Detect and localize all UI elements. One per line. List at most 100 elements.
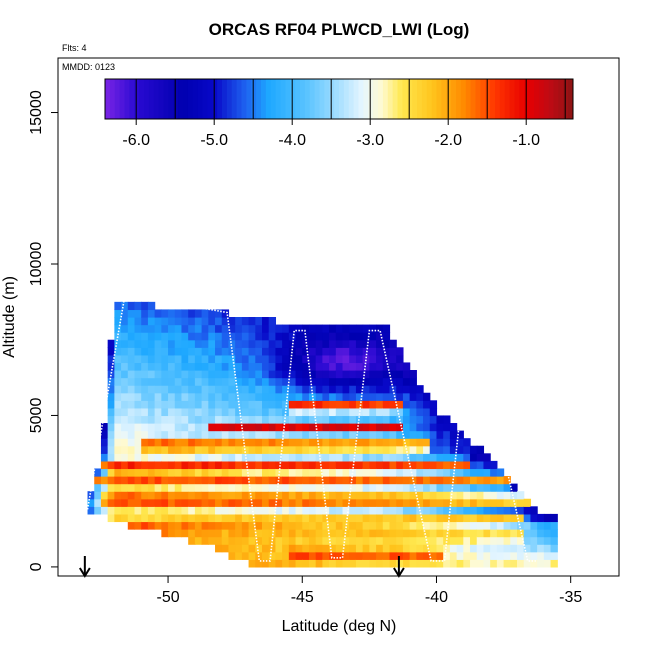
heatmap-cell [134, 513, 142, 523]
heatmap-cell [241, 529, 250, 538]
heatmap-cell [188, 438, 196, 447]
heatmap-cell [235, 513, 243, 523]
heatmap-cell [295, 430, 303, 439]
heatmap-cell [168, 498, 176, 507]
heatmap-cell [121, 460, 129, 470]
heatmap-cell [396, 476, 404, 485]
heatmap-cell [355, 377, 364, 386]
heatmap-cell [194, 430, 203, 439]
heatmap-cell [409, 460, 417, 470]
heatmap-cell [188, 506, 196, 515]
heatmap-cell [114, 339, 122, 348]
heatmap-cell [396, 400, 404, 409]
heatmap-cell [315, 400, 323, 409]
heatmap-cell [114, 362, 122, 371]
heatmap-cell [248, 506, 256, 515]
heatmap-cell [423, 400, 431, 409]
heatmap-cell [235, 476, 243, 485]
heatmap-cell [262, 415, 270, 424]
heatmap-cell [194, 468, 203, 477]
heatmap-cell [174, 513, 183, 523]
heatmap-cell [476, 513, 485, 523]
heatmap-cell [349, 445, 357, 454]
heatmap-cell [483, 506, 491, 515]
heatmap-cell [282, 445, 290, 454]
heatmap-cell [188, 339, 196, 348]
heatmap-cell [114, 498, 122, 507]
heatmap-cell [147, 468, 156, 477]
heatmap-cell [295, 438, 303, 447]
heatmap-cell [201, 445, 209, 454]
heatmap-cell [134, 370, 142, 379]
heatmap-cell [215, 529, 223, 538]
heatmap-cell [181, 483, 189, 492]
heatmap-cell [188, 445, 196, 454]
heatmap-cell [530, 544, 538, 553]
heatmap-cell [288, 385, 297, 394]
heatmap-cell [342, 506, 350, 515]
heatmap-cell [517, 551, 525, 560]
heatmap-cell [288, 521, 297, 530]
heatmap-cell [376, 551, 384, 560]
heatmap-cell [335, 559, 344, 568]
heatmap-cell [302, 559, 310, 568]
heatmap-cell [194, 407, 203, 417]
heatmap-cell [194, 317, 203, 326]
heatmap-cell [409, 453, 417, 462]
heatmap-cell [470, 483, 478, 492]
heatmap-cell [322, 370, 330, 379]
heatmap-cell [550, 559, 558, 568]
heatmap-cell [255, 339, 263, 348]
heatmap-cell [483, 483, 491, 492]
heatmap-cell [248, 513, 256, 523]
heatmap-cell [208, 521, 216, 530]
heatmap-cell [355, 438, 364, 447]
heatmap-cell [409, 483, 417, 492]
heatmap-cell [496, 476, 505, 485]
heatmap-cell [248, 445, 256, 454]
heatmap-cell [382, 476, 391, 485]
heatmap-cell [181, 377, 189, 386]
heatmap-cell [147, 498, 156, 507]
heatmap-cell [114, 309, 122, 318]
heatmap-cell [168, 445, 176, 454]
heatmap-cell [402, 438, 411, 447]
heatmap-cell [161, 529, 169, 538]
heatmap-cell [174, 407, 183, 417]
heatmap-cell [221, 460, 230, 470]
heatmap-cell [503, 513, 511, 523]
heatmap-cell [369, 385, 377, 394]
heatmap-cell [416, 392, 424, 401]
heatmap-cell [121, 445, 129, 454]
heatmap-cell [268, 445, 277, 454]
heatmap-cell [127, 400, 136, 409]
heatmap-cell [174, 332, 183, 341]
heatmap-cell [335, 385, 344, 394]
heatmap-cell [335, 521, 344, 530]
colorbar-segment [553, 79, 559, 119]
heatmap-cell [308, 498, 317, 507]
heatmap-cell [194, 521, 203, 530]
heatmap-cell [194, 491, 203, 500]
heatmap-cell [423, 536, 431, 545]
heatmap-cell [235, 339, 243, 348]
heatmap-cell [262, 468, 270, 477]
heatmap-cell [181, 385, 189, 394]
heatmap-cell [121, 453, 129, 462]
heatmap-cell [147, 445, 156, 454]
heatmap-cell [476, 453, 485, 462]
heatmap-cell [389, 354, 397, 364]
heatmap-cell [235, 491, 243, 500]
heatmap-cell [349, 362, 357, 371]
heatmap-cell [154, 392, 162, 401]
heatmap-cell [100, 498, 109, 507]
heatmap-cell [228, 529, 236, 538]
heatmap-cell [262, 445, 270, 454]
heatmap-cell [322, 354, 330, 364]
heatmap-cell [315, 362, 323, 371]
colorbar-segment [431, 79, 438, 119]
heatmap-cell [235, 551, 243, 560]
heatmap-cell [201, 317, 209, 326]
heatmap-cell [228, 453, 236, 462]
heatmap-cell [188, 491, 196, 500]
